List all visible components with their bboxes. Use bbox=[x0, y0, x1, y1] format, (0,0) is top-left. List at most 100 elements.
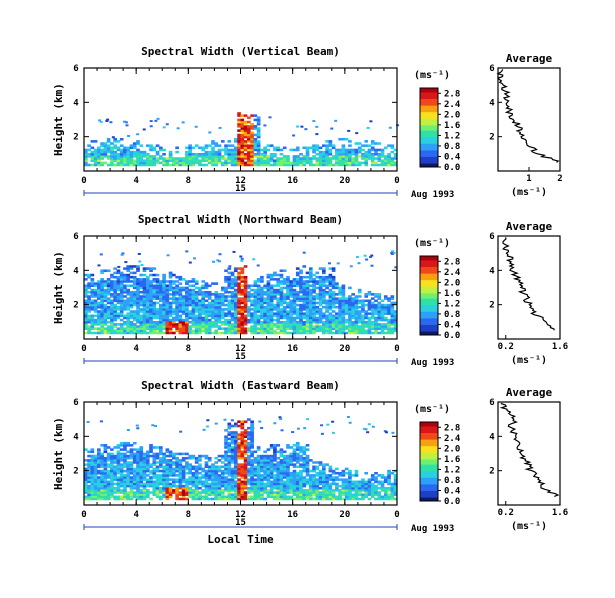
heatmap-cell bbox=[266, 316, 271, 320]
heatmap-cell bbox=[312, 310, 316, 313]
heatmap-cell bbox=[106, 301, 111, 305]
heatmap-cell bbox=[276, 308, 281, 311]
heatmap-cell bbox=[240, 275, 245, 279]
heatmap-cell bbox=[172, 484, 176, 488]
heatmap-cell bbox=[233, 318, 238, 322]
heatmap-cell bbox=[214, 163, 219, 167]
heatmap-cell bbox=[214, 461, 219, 464]
heatmap-cell bbox=[253, 146, 258, 150]
heatmap-cell bbox=[305, 463, 310, 466]
heatmap-cell bbox=[119, 312, 124, 315]
heatmap-cell bbox=[123, 157, 127, 160]
heatmap-cell bbox=[393, 163, 398, 167]
heatmap-cell bbox=[276, 461, 281, 464]
heatmap-cell bbox=[273, 325, 277, 328]
heatmap-cell bbox=[217, 469, 222, 473]
heatmap-cell bbox=[106, 486, 111, 490]
heatmap-cell bbox=[97, 486, 101, 490]
heatmap-cell bbox=[279, 269, 284, 273]
heatmap-cell bbox=[357, 301, 362, 305]
heatmap-cell bbox=[292, 323, 297, 326]
heatmap-cell bbox=[263, 331, 267, 335]
heatmap-cell bbox=[145, 308, 150, 311]
heatmap-cell bbox=[335, 497, 339, 501]
heatmap-cell bbox=[279, 161, 284, 165]
heatmap-cell bbox=[348, 159, 352, 162]
heatmap-cell bbox=[220, 148, 225, 152]
heatmap-cell bbox=[194, 469, 199, 473]
heatmap-cell bbox=[93, 308, 98, 311]
heatmap-cell bbox=[175, 478, 179, 481]
heatmap-cell bbox=[168, 463, 173, 466]
heatmap-cell bbox=[341, 323, 346, 326]
heatmap-cell bbox=[243, 320, 248, 324]
heatmap-cell bbox=[139, 273, 144, 277]
heatmap-cell bbox=[113, 316, 118, 320]
heatmap-cell bbox=[87, 325, 91, 328]
panel-3: Spectral Width (Eastward Beam)246Height … bbox=[52, 379, 568, 546]
heatmap-cell bbox=[348, 297, 352, 300]
heatmap-cell bbox=[149, 295, 153, 298]
heatmap-cell bbox=[295, 312, 300, 315]
heatmap-cell bbox=[338, 493, 342, 496]
heatmap-cell bbox=[292, 478, 297, 481]
heatmap-cell bbox=[142, 467, 147, 471]
heatmap-cell bbox=[377, 295, 382, 298]
heatmap-cell bbox=[123, 452, 127, 456]
heatmap-cell bbox=[286, 297, 290, 300]
heatmap-cell bbox=[136, 329, 140, 333]
heatmap-cell bbox=[292, 482, 297, 486]
heatmap-cell bbox=[351, 331, 356, 335]
heatmap-cell bbox=[220, 286, 225, 290]
colorbar-swatch bbox=[420, 93, 438, 96]
heatmap-cell bbox=[279, 474, 284, 477]
heatmap-cell bbox=[322, 474, 326, 477]
heatmap-cell bbox=[207, 474, 212, 477]
heatmap-cell bbox=[136, 305, 140, 309]
heatmap-cell bbox=[295, 331, 300, 335]
heatmap-cell bbox=[315, 484, 320, 488]
heatmap-cell bbox=[302, 299, 307, 303]
heatmap-cell bbox=[263, 471, 267, 475]
heatmap-cell bbox=[230, 478, 235, 481]
heatmap-cell bbox=[119, 314, 124, 318]
heatmap-cell bbox=[237, 446, 241, 449]
heatmap-cell bbox=[233, 159, 238, 162]
heatmap-cell bbox=[282, 493, 287, 496]
heatmap-cell bbox=[322, 271, 326, 275]
heatmap-cell bbox=[344, 480, 349, 484]
heatmap-cell bbox=[90, 295, 95, 298]
heatmap-cell bbox=[106, 456, 111, 460]
average-x-label: (ms⁻¹) bbox=[511, 187, 547, 198]
heatmap-cell bbox=[194, 327, 199, 330]
heatmap-cell bbox=[227, 325, 232, 328]
heatmap-cell bbox=[136, 484, 140, 488]
colorbar-swatch bbox=[420, 311, 438, 314]
heatmap-cell bbox=[178, 299, 183, 303]
heatmap-cell bbox=[188, 261, 192, 264]
heatmap-cell bbox=[123, 146, 127, 150]
y-axis-label: Height (km) bbox=[52, 83, 65, 156]
heatmap-cell bbox=[165, 293, 170, 296]
heatmap-cell bbox=[198, 476, 202, 479]
heatmap-cell bbox=[351, 161, 356, 165]
heatmap-cell bbox=[338, 329, 342, 333]
heatmap-cell bbox=[295, 267, 300, 270]
heatmap-cell bbox=[97, 301, 101, 305]
heatmap-cell bbox=[165, 478, 170, 481]
heatmap-cell bbox=[103, 148, 108, 152]
heatmap-cell bbox=[175, 293, 179, 296]
panel-title: Spectral Width (Vertical Beam) bbox=[141, 45, 340, 58]
heatmap-cell bbox=[260, 161, 264, 165]
heatmap-cell bbox=[126, 495, 131, 499]
heatmap-cell bbox=[218, 253, 222, 256]
heatmap-cell bbox=[198, 146, 202, 150]
heatmap-cell bbox=[217, 459, 222, 462]
heatmap-cell bbox=[194, 290, 199, 294]
heatmap-cell bbox=[305, 159, 310, 162]
heatmap-cell bbox=[201, 286, 206, 290]
heatmap-cell bbox=[230, 424, 235, 428]
heatmap-cell bbox=[113, 146, 118, 150]
heatmap-cell bbox=[237, 441, 241, 445]
heatmap-cell bbox=[84, 150, 88, 154]
